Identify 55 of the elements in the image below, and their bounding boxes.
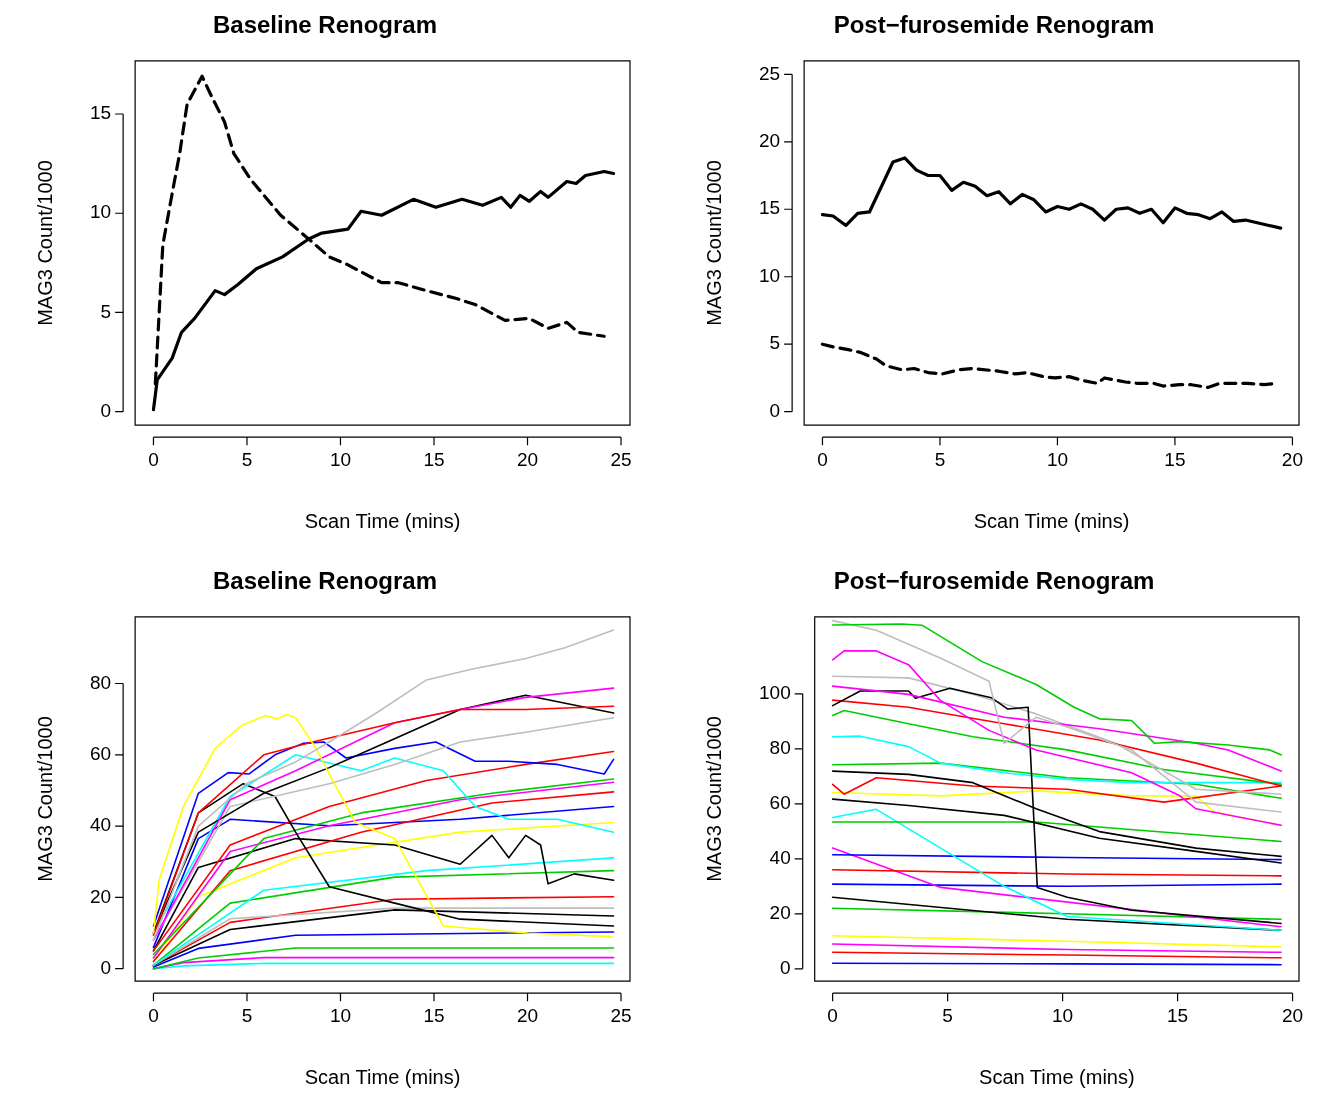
y-tick-label: 80 xyxy=(769,737,791,759)
x-tick-label: 10 xyxy=(329,1004,352,1026)
x-axis-title: Scan Time (mins) xyxy=(304,1065,461,1088)
x-tick-label: 15 xyxy=(423,448,445,470)
y-tick-label: 60 xyxy=(89,743,112,765)
chart-title: Post−furosemide Renogram xyxy=(833,11,1155,39)
x-tick-label: 5 xyxy=(241,448,253,470)
y-tick-label: 25 xyxy=(758,62,781,84)
y-tick-label: 0 xyxy=(769,399,781,421)
x-axis-title: Scan Time (mins) xyxy=(304,509,461,532)
y-tick-label: 20 xyxy=(758,130,781,152)
x-tick-label: 10 xyxy=(1052,1004,1074,1026)
y-tick-label: 0 xyxy=(780,957,791,979)
y-tick-label: 15 xyxy=(758,197,781,219)
x-tick-label: 25 xyxy=(610,1004,632,1026)
x-tick-label: 20 xyxy=(516,448,539,470)
x-tick-label: 15 xyxy=(423,1004,445,1026)
chart-title: Post−furosemide Renogram xyxy=(833,567,1155,595)
x-tick-label: 15 xyxy=(1164,448,1186,470)
y-axis-title: MAG3 Count/1000 xyxy=(702,716,725,882)
y-tick-label: 5 xyxy=(100,300,112,322)
x-axis-title: Scan Time (mins) xyxy=(973,509,1130,532)
y-tick-label: 40 xyxy=(89,814,112,836)
y-tick-label: 15 xyxy=(89,102,112,124)
chart-title: Baseline Renogram xyxy=(212,11,438,39)
x-tick-label: 0 xyxy=(827,1004,838,1026)
x-axis-title: Scan Time (mins) xyxy=(979,1065,1135,1088)
y-axis-title: MAG3 Count/1000 xyxy=(33,160,56,326)
x-tick-label: 20 xyxy=(1281,448,1303,470)
x-tick-label: 10 xyxy=(329,448,352,470)
x-tick-label: 5 xyxy=(241,1004,253,1026)
x-tick-label: 0 xyxy=(148,448,159,470)
y-axis-title: MAG3 Count/1000 xyxy=(33,716,56,882)
x-tick-label: 25 xyxy=(610,448,632,470)
chart-title: Baseline Renogram xyxy=(212,567,438,595)
x-tick-label: 5 xyxy=(934,448,946,470)
y-tick-label: 20 xyxy=(769,902,791,924)
y-tick-label: 0 xyxy=(100,399,112,421)
x-tick-label: 20 xyxy=(516,1004,539,1026)
y-tick-label: 0 xyxy=(100,956,112,978)
y-tick-label: 40 xyxy=(769,847,791,869)
x-tick-label: 0 xyxy=(148,1004,159,1026)
x-tick-label: 20 xyxy=(1281,1004,1304,1026)
y-tick-label: 20 xyxy=(89,885,112,907)
y-tick-label: 10 xyxy=(89,201,112,223)
y-tick-label: 60 xyxy=(769,792,791,814)
y-tick-label: 10 xyxy=(758,264,781,286)
y-tick-label: 5 xyxy=(769,332,781,354)
x-tick-label: 15 xyxy=(1167,1004,1189,1026)
x-tick-label: 5 xyxy=(942,1004,953,1026)
x-tick-label: 10 xyxy=(1046,448,1069,470)
y-tick-label: 80 xyxy=(89,671,112,693)
y-tick-label: 100 xyxy=(759,682,791,704)
x-tick-label: 0 xyxy=(817,448,828,470)
y-axis-title: MAG3 Count/1000 xyxy=(702,160,725,326)
